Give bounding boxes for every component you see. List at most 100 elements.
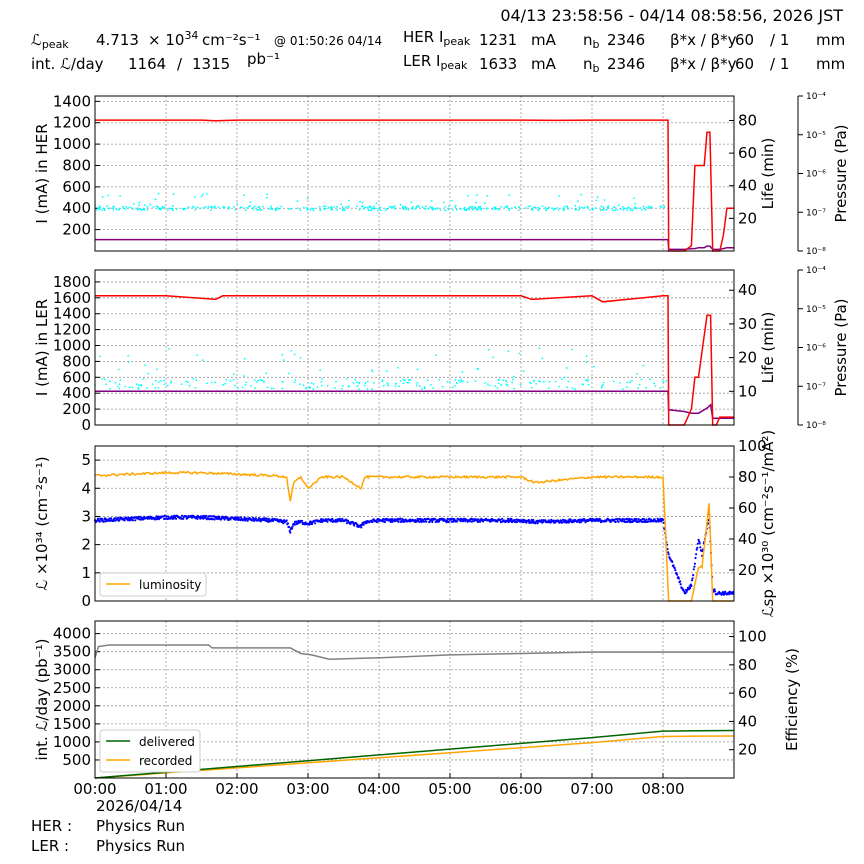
pressure-point [402,208,405,211]
pressure-point [122,205,124,208]
lpeak-sub: peak [42,38,69,51]
y2tick-label: 40 [738,712,757,730]
xtick-label: 05:00 [428,780,471,798]
pressure-point [217,206,220,208]
svg-text:LER Ipeak: LER Ipeak [403,52,468,72]
time-range: 04/13 23:58:56 - 04/14 08:58:56, 2026 JS… [500,6,843,25]
pressure-point [329,208,332,211]
specific-lumi-point [127,519,130,522]
pressure-point [250,384,252,387]
pressure-point [146,205,149,208]
specific-lumi-point [182,517,185,520]
pressure-point [508,209,510,212]
pressure-point [142,207,145,210]
pressure-point [203,207,206,210]
pressure-point [563,205,566,208]
pressure-point [157,206,160,209]
plot-frame [94,620,735,779]
pressure-point [138,201,141,204]
her-nb-value: 2346 [607,31,645,49]
pressure-point [469,206,472,209]
pressure-point [259,378,262,381]
ytick-label: 0 [81,592,91,610]
pressure-point [636,373,638,375]
specific-lumi-point [647,520,650,523]
ler-beta-y: / 1 [770,55,789,73]
pressure-point [545,209,548,212]
pressure-point [530,382,532,385]
pressure-point [95,209,98,211]
pressure-point [529,205,531,208]
pressure-point [388,205,391,208]
pressure-tick-label: 10⁻⁶ [806,170,826,180]
pressure-point [223,206,226,209]
pressure-point [399,380,402,382]
pressure-point [257,379,260,382]
ytick-label: 400 [62,199,91,217]
pressure-point [101,196,104,199]
pressure-point [160,380,163,382]
lpeak-unit: cm⁻²s⁻¹ [202,31,261,49]
pressure-point [278,207,281,210]
pressure-point [324,207,327,210]
specific-lumi-point [609,520,613,523]
specific-lumi-point [676,573,679,576]
y2tick-label: 10 [738,382,757,400]
pressure-point [195,379,198,381]
pressure-point [163,206,166,209]
pressure-point [138,384,140,387]
specific-lumi-point [698,541,701,545]
specific-lumi-point [383,520,386,524]
pressure-point [494,208,497,211]
ytick-label: 1600 [53,289,91,307]
pressure-point [157,381,160,383]
pressure-point [432,387,435,390]
ler-nb-sub: b [593,62,600,75]
specific-lumi-point [335,520,339,523]
pressure-point [639,207,642,210]
xtick-label: 07:00 [570,780,613,798]
specific-lumi-point [724,590,727,593]
pressure-point [537,208,540,211]
pressure-point [163,383,166,386]
specific-lumi-point [321,520,324,524]
pressure-point [411,208,414,210]
her-beta-y: / 1 [770,31,789,49]
pressure-point [210,206,212,208]
pressure-point [112,209,115,211]
pressure-point [535,383,537,385]
pressure-point [454,385,456,387]
pressure-point [381,380,384,383]
pressure-point [188,384,191,387]
pressure-point [348,385,350,387]
pressure-point [358,208,361,211]
specific-lumi-point [699,546,702,549]
pressure-point [170,207,172,210]
specific-lumi-point [424,518,427,521]
pressure-point [582,383,585,386]
pressure-point [359,200,361,203]
y2tick-label: 80 [738,111,757,129]
xtick-label: 02:00 [215,780,258,798]
pressure-point [234,209,237,211]
pressure-point [439,209,442,211]
pressure-point [168,207,171,210]
specific-lumi-point [353,524,356,527]
y2tick-label: 20 [738,561,757,579]
specific-lumi-point [617,520,620,523]
y2label: Life (min) [759,138,777,210]
pressure-point [558,195,560,197]
pressure-point [306,197,309,200]
pressure-point [321,378,323,380]
pressure-point [281,380,284,383]
pressure-point [147,372,150,375]
pressure-point [451,386,454,389]
ler-ipeak-value: 1633 [479,55,517,73]
specific-lumi-point [131,519,134,522]
pressure-point [505,380,508,383]
pressure-point [405,207,408,209]
pressure-point [104,378,106,381]
pressure-point [256,209,258,211]
ytick-label: 1000 [53,733,91,751]
